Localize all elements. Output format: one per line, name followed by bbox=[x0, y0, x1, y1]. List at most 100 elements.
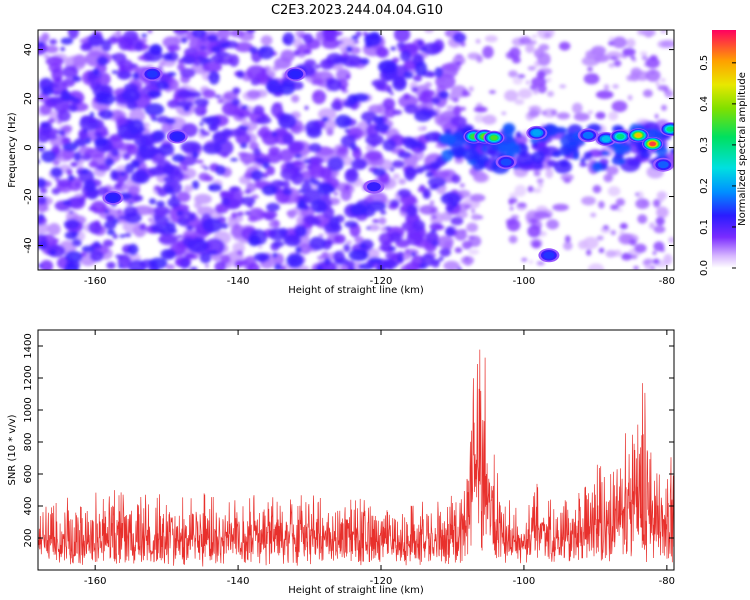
heatmap-noise-blob bbox=[345, 240, 353, 245]
heatmap-noise-blob bbox=[158, 234, 178, 245]
heatmap-noise-blob bbox=[389, 199, 400, 208]
heatmap-noise-blob bbox=[545, 77, 552, 83]
heatmap-noise-blob bbox=[279, 227, 288, 237]
heatmap-noise-blob bbox=[153, 215, 170, 225]
heatmap-noise-blob bbox=[112, 233, 118, 239]
heatmap-noise-blob bbox=[306, 126, 322, 139]
heatmap-noise-blob bbox=[607, 186, 621, 197]
heatmap-feature-contour bbox=[107, 194, 119, 202]
heatmap-noise-blob bbox=[657, 84, 669, 91]
heatmap-noise-blob bbox=[559, 41, 571, 51]
heatmap-noise-blob bbox=[655, 216, 665, 226]
heatmap-noise-blob bbox=[443, 260, 460, 270]
heatmap-noise-blob bbox=[350, 158, 368, 170]
heatmap-noise-blob bbox=[256, 116, 272, 125]
heatmap-noise-blob bbox=[47, 118, 56, 124]
heatmap-noise-blob bbox=[60, 46, 66, 52]
heatmap-noise-blob bbox=[64, 94, 76, 101]
heatmap-noise-blob bbox=[61, 124, 73, 133]
heatmap-noise-blob bbox=[99, 72, 111, 86]
heatmap-noise-blob bbox=[521, 257, 528, 262]
heatmap-noise-blob bbox=[112, 218, 119, 225]
heatmap-noise-blob bbox=[421, 89, 436, 97]
heatmap-noise-blob bbox=[554, 126, 568, 134]
heatmap-noise-blob bbox=[397, 251, 404, 258]
heatmap-noise-blob bbox=[277, 113, 297, 129]
heatmap-noise-blob bbox=[127, 243, 139, 256]
heatmap-noise-blob bbox=[643, 258, 654, 265]
heatmap-noise-blob bbox=[253, 147, 261, 157]
heatmap-noise-blob bbox=[552, 150, 562, 158]
heatmap-noise-blob bbox=[528, 260, 534, 264]
heatmap-noise-blob bbox=[656, 206, 669, 219]
heatmap-noise-blob bbox=[403, 71, 414, 79]
heatmap-noise-blob bbox=[446, 105, 454, 110]
heatmap-noise-blob bbox=[202, 217, 223, 233]
heatmap-noise-blob bbox=[406, 204, 418, 217]
heatmap-noise-blob bbox=[414, 61, 428, 76]
heatmap-noise-blob bbox=[236, 70, 245, 79]
heatmap-noise-blob bbox=[47, 223, 61, 236]
heatmap-noise-blob bbox=[111, 172, 117, 178]
heatmap-noise-blob bbox=[592, 185, 602, 194]
heatmap-noise-blob bbox=[328, 216, 340, 230]
heatmap-noise-blob bbox=[232, 87, 241, 95]
heatmap-noise-blob bbox=[148, 166, 168, 176]
heatmap-noise-blob bbox=[653, 225, 666, 234]
heatmap-noise-blob bbox=[167, 72, 177, 77]
heatmap-noise-blob bbox=[615, 198, 626, 207]
heatmap-noise-blob bbox=[587, 263, 605, 270]
heatmap-noise-blob bbox=[129, 108, 146, 124]
heatmap-noise-blob bbox=[242, 104, 248, 110]
heatmap-noise-blob bbox=[73, 151, 82, 162]
heatmap-noise-blob bbox=[668, 236, 674, 244]
heatmap-noise-blob bbox=[234, 224, 239, 230]
heatmap-noise-blob bbox=[164, 221, 176, 232]
heatmap-noise-blob bbox=[528, 109, 540, 118]
heatmap-noise-blob bbox=[40, 260, 54, 270]
heatmap-noise-blob bbox=[268, 146, 281, 155]
heatmap-y-tick-label: 0 bbox=[23, 144, 34, 150]
heatmap-feature-contour bbox=[146, 70, 158, 78]
heatmap-noise-blob bbox=[165, 264, 176, 270]
heatmap-noise-blob bbox=[89, 250, 104, 262]
heatmap-noise-blob bbox=[454, 247, 463, 254]
heatmap-noise-blob bbox=[400, 49, 412, 62]
heatmap-noise-blob bbox=[89, 111, 95, 117]
heatmap-noise-blob bbox=[366, 121, 372, 125]
heatmap-noise-blob bbox=[88, 221, 102, 234]
heatmap-noise-blob bbox=[182, 166, 188, 171]
heatmap-noise-blob bbox=[144, 44, 150, 49]
heatmap-noise-blob bbox=[191, 180, 200, 190]
heatmap-noise-blob bbox=[429, 161, 441, 170]
heatmap-noise-blob bbox=[612, 36, 627, 49]
heatmap-noise-blob bbox=[531, 76, 547, 87]
heatmap-noise-blob bbox=[612, 84, 619, 89]
snr-y-tick-label: 1400 bbox=[23, 333, 34, 358]
heatmap-noise-blob bbox=[457, 267, 462, 270]
heatmap-noise-blob bbox=[208, 250, 218, 255]
heatmap-noise-blob bbox=[308, 236, 326, 251]
heatmap-noise-blob bbox=[41, 85, 54, 96]
heatmap-noise-blob bbox=[563, 177, 572, 184]
snr-x-tick-label: -80 bbox=[659, 576, 675, 587]
heatmap-noise-blob bbox=[359, 243, 367, 249]
heatmap-noise-blob bbox=[450, 116, 467, 127]
heatmap-noise-blob bbox=[559, 84, 567, 89]
heatmap-noise-blob bbox=[122, 152, 131, 160]
heatmap-noise-blob bbox=[654, 113, 659, 119]
heatmap-noise-blob bbox=[124, 212, 142, 224]
heatmap-noise-blob bbox=[405, 249, 410, 253]
heatmap-noise-blob bbox=[238, 111, 244, 118]
heatmap-noise-blob bbox=[272, 219, 280, 228]
heatmap-noise-blob bbox=[150, 44, 162, 56]
heatmap-noise-blob bbox=[156, 200, 165, 208]
heatmap-noise-blob bbox=[641, 55, 648, 61]
heatmap-noise-blob bbox=[161, 121, 173, 134]
heatmap-noise-blob bbox=[111, 148, 120, 157]
heatmap-noise-blob bbox=[337, 146, 349, 154]
heatmap-noise-blob bbox=[531, 142, 539, 147]
heatmap-noise-blob bbox=[153, 206, 171, 216]
heatmap-noise-blob bbox=[273, 92, 282, 97]
heatmap-noise-blob bbox=[344, 220, 359, 228]
